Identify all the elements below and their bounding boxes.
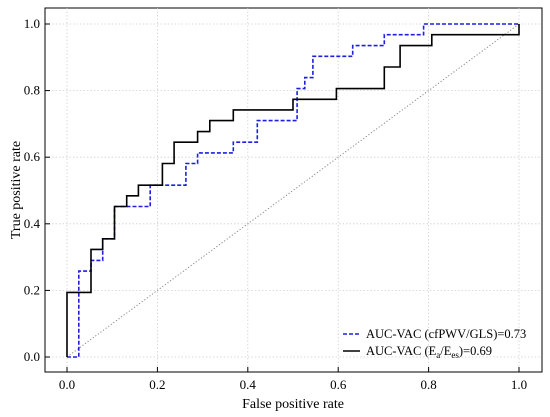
- roc-curve-2: [66, 24, 520, 357]
- legend-label-2-sub2: es: [451, 350, 459, 360]
- roc-series: [66, 23, 520, 358]
- x-tick-label: 0.6: [330, 377, 347, 392]
- legend-label-1: AUC-VAC (cfPWV/GLS)=0.73: [366, 327, 526, 341]
- y-tick-label: 0.2: [24, 282, 40, 297]
- y-tick-label: 1.0: [24, 16, 40, 31]
- legend: AUC-VAC (cfPWV/GLS)=0.73 AUC-VAC (Ea/Ees…: [343, 327, 526, 360]
- x-tick-label: 0.0: [59, 377, 75, 392]
- x-tick-label: 0.4: [240, 377, 257, 392]
- y-axis-title: True positive rate: [9, 141, 24, 239]
- legend-label-2-prefix: AUC-VAC (E: [366, 344, 437, 358]
- legend-label-2-suffix: )=0.69: [459, 344, 492, 358]
- y-axis-ticks: 0.0 0.2 0.4 0.6 0.8 1.0: [24, 16, 50, 364]
- legend-label-2-mid: /E: [440, 344, 451, 358]
- y-tick-label: 0.6: [24, 149, 41, 164]
- chance-diagonal: [66, 23, 520, 358]
- roc-curve-1: [67, 23, 519, 358]
- x-tick-label: 0.8: [420, 377, 436, 392]
- chance-line: [66, 23, 520, 358]
- grid-lines: [45, 8, 542, 372]
- y-tick-label: 0.4: [24, 216, 41, 231]
- x-tick-label: 1.0: [511, 377, 527, 392]
- x-axis-ticks: 0.0 0.2 0.4 0.6 0.8 1.0: [59, 367, 527, 392]
- legend-label-2-sub1: a: [436, 350, 440, 360]
- x-axis-title: False positive rate: [242, 397, 344, 412]
- y-tick-label: 0.8: [24, 83, 40, 98]
- x-tick-label: 0.2: [149, 377, 165, 392]
- y-tick-label: 0.0: [24, 349, 40, 364]
- legend-label-2: AUC-VAC (Ea/Ees)=0.69: [366, 344, 492, 360]
- plot-frame: [44, 7, 543, 373]
